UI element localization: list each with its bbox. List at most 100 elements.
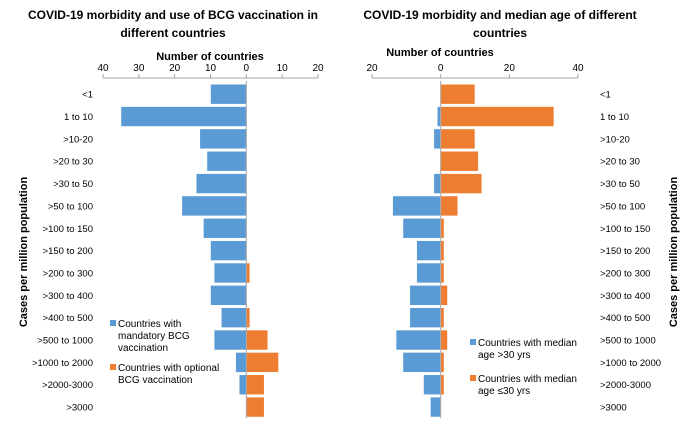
bar-left (203, 217, 247, 239)
bar-left (238, 374, 247, 396)
category-label: <1 (600, 90, 611, 101)
chart-left-title-line1: COVID-19 morbidity and use of BCG vaccin… (28, 8, 318, 22)
bar-left (213, 329, 247, 351)
bar-right (440, 329, 448, 351)
x-tick-label: 0 (244, 63, 250, 74)
bar-left (235, 352, 247, 373)
bar-left (181, 195, 247, 217)
chart-right-title-line1: COVID-19 morbidity and median age of dif… (363, 8, 636, 22)
chart-right: COVID-19 morbidity and median age of dif… (363, 8, 680, 419)
legend-label: Countries with median (478, 338, 577, 349)
legend-swatch (470, 375, 476, 381)
category-label: 1 to 10 (600, 112, 629, 123)
bar-right (440, 240, 445, 261)
category-label: >3000 (600, 403, 627, 414)
bar-left (402, 217, 441, 239)
category-label: >50 to 100 (600, 201, 645, 212)
category-label: >300 to 400 (43, 291, 93, 302)
category-label: >1000 to 2000 (32, 358, 93, 369)
bar-right (440, 262, 445, 284)
bar-right (440, 150, 479, 172)
bar-right (440, 106, 555, 127)
bar-right (246, 307, 251, 328)
chart-left-bars (120, 81, 279, 419)
bar-left (120, 106, 247, 127)
bar-left (220, 307, 247, 328)
bar-right (440, 128, 476, 150)
chart-right-bars (392, 81, 555, 419)
category-label: 1 to 10 (64, 112, 93, 123)
bar-left (436, 106, 441, 127)
bar-left (409, 285, 441, 306)
category-label: >400 to 500 (600, 313, 650, 324)
category-label: >400 to 500 (43, 313, 93, 324)
legend-label: BCG vaccination (118, 375, 192, 386)
category-label: >500 to 1000 (600, 336, 656, 347)
bar-left (206, 150, 247, 172)
chart-left-title-line2: different countries (120, 26, 226, 40)
legend-label: Countries with optional (118, 363, 219, 374)
category-label: >30 to 50 (53, 179, 93, 190)
bar-right (440, 285, 448, 306)
legend-swatch (110, 320, 116, 326)
bar-left (392, 195, 441, 217)
bar-right (440, 352, 445, 373)
bar-left (430, 396, 441, 418)
bar-right (440, 83, 476, 105)
category-label: >150 to 200 (600, 246, 650, 257)
category-label: >2000-3000 (42, 380, 93, 391)
chart-right-x-ticks: 20 0 20 40 (366, 63, 584, 79)
bar-left (433, 128, 441, 150)
legend-label: mandatory BCG (118, 331, 190, 342)
x-tick-label: 20 (366, 63, 378, 74)
bar-left (402, 352, 441, 373)
bar-right (246, 374, 265, 396)
category-label: >3000 (66, 403, 93, 414)
legend-swatch (110, 364, 116, 370)
x-tick-label: 20 (169, 63, 181, 74)
chart-right-title-line2: countries (473, 26, 527, 40)
bar-right (246, 352, 279, 373)
bar-right (440, 173, 483, 194)
x-tick-label: 30 (133, 63, 145, 74)
category-label: >500 to 1000 (37, 336, 93, 347)
bar-left (210, 240, 247, 261)
chart-right-y-axis-title: Cases per million population (668, 177, 680, 328)
category-label: >100 to 150 (43, 224, 93, 235)
bar-left (213, 262, 247, 284)
category-label: >1000 to 2000 (600, 358, 661, 369)
x-tick-label: 20 (312, 63, 324, 74)
legend-label: age >30 yrs (478, 350, 531, 361)
bar-right (440, 374, 445, 396)
category-label: >10-20 (600, 134, 630, 145)
x-tick-label: 40 (572, 63, 584, 74)
chart-right-category-labels: <1 1 to 10 >10-20 >20 to 30 >30 to 50 >50 to … (600, 90, 661, 414)
chart-left-x-ticks: 40 30 20 10 0 10 20 (97, 63, 324, 79)
category-label: >300 to 400 (600, 291, 650, 302)
legend-label: vaccination (118, 343, 168, 354)
bar-left (395, 329, 441, 351)
bar-left (433, 173, 441, 194)
bar-right (246, 396, 265, 418)
bar-left (423, 374, 441, 396)
bar-right (440, 217, 445, 239)
x-tick-label: 0 (438, 63, 444, 74)
category-label: >50 to 100 (48, 201, 93, 212)
bar-right (440, 307, 445, 328)
category-label: >10-20 (63, 134, 93, 145)
category-label: >20 to 30 (53, 157, 93, 168)
bar-right (246, 262, 251, 284)
x-tick-label: 10 (277, 63, 289, 74)
bar-right (246, 329, 269, 351)
bar-left (210, 285, 247, 306)
category-label: >200 to 300 (43, 268, 93, 279)
bar-left (195, 173, 247, 194)
category-label: >150 to 200 (43, 246, 93, 257)
chart-left: COVID-19 morbidity and use of BCG vaccin… (18, 8, 324, 419)
chart-left-x-axis-title: Number of countries (156, 51, 264, 63)
x-tick-label: 40 (97, 63, 109, 74)
chart-right-x-axis-title: Number of countries (386, 47, 494, 59)
